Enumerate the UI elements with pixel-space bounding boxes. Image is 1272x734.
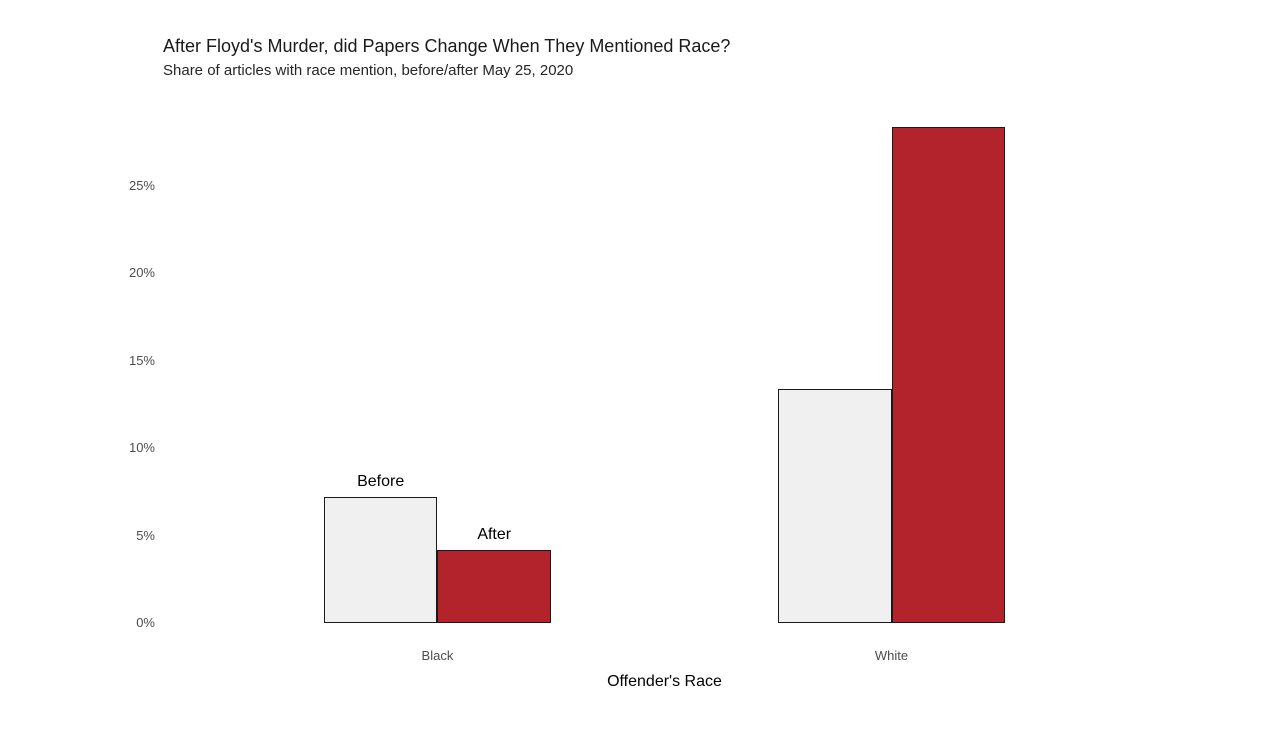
y-tick-label: 0% (136, 615, 155, 630)
bar-black-before (323, 497, 438, 623)
series-label-before: Before (357, 473, 405, 491)
chart-subtitle: Share of articles with race mention, bef… (163, 62, 574, 79)
bar-white-after (891, 126, 1006, 623)
y-tick-label: 5% (136, 527, 155, 543)
x-axis-title: Offender's Race (607, 673, 722, 690)
bar-white-before (778, 388, 892, 623)
plot-area: Before After Black White (165, 100, 1164, 663)
y-tick-label: 25% (128, 178, 155, 193)
y-tick-label: 10% (128, 440, 155, 456)
series-label-after: After (477, 525, 512, 543)
y-tick-label: 15% (128, 352, 155, 368)
y-axis-ticks: 0% 5% 10% 15% 20% 25% (95, 0, 155, 734)
bar-black-after (437, 549, 551, 623)
chart-title: After Floyd's Murder, did Papers Change … (163, 36, 731, 56)
x-tick-label-white: White (874, 648, 909, 663)
x-tick-label-black: Black (421, 648, 454, 663)
y-tick-label: 20% (128, 265, 155, 281)
